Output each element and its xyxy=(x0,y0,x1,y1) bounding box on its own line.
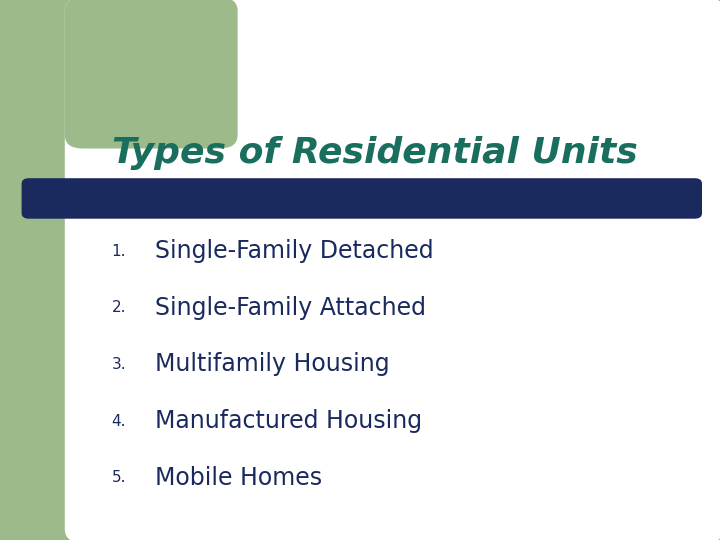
Text: Types of Residential Units: Types of Residential Units xyxy=(112,136,637,170)
Text: 3.: 3. xyxy=(112,357,126,372)
Text: Mobile Homes: Mobile Homes xyxy=(155,466,322,490)
Text: 2.: 2. xyxy=(112,300,126,315)
Text: 5.: 5. xyxy=(112,470,126,485)
Text: Single-Family Attached: Single-Family Attached xyxy=(155,296,426,320)
Text: 1.: 1. xyxy=(112,244,126,259)
Text: 4.: 4. xyxy=(112,414,126,429)
Text: Multifamily Housing: Multifamily Housing xyxy=(155,353,390,376)
Text: Manufactured Housing: Manufactured Housing xyxy=(155,409,422,433)
Text: Single-Family Detached: Single-Family Detached xyxy=(155,239,433,263)
